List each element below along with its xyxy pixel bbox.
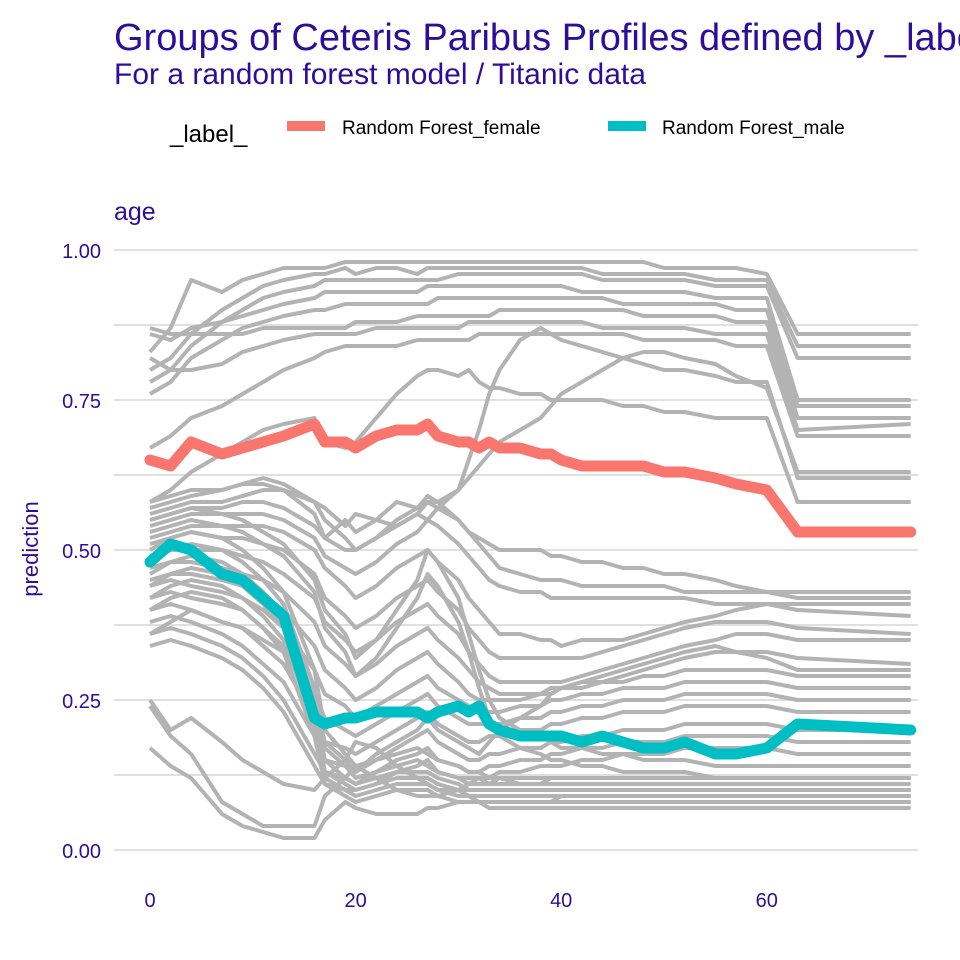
y-tick-label: 0.75 — [62, 391, 101, 413]
background-profile-line — [149, 350, 911, 528]
background-profile-line — [148, 320, 911, 432]
series-line-female — [144, 418, 917, 538]
background-profile-line — [149, 308, 911, 420]
background-profile-line — [148, 296, 911, 408]
y-axis: 0.00 0.25 0.50 0.75 1.00 — [62, 241, 101, 863]
x-tick-label: 40 — [550, 890, 572, 912]
background-profile-line — [149, 518, 911, 780]
x-axis: 0 20 40 60 — [144, 890, 777, 912]
y-tick-label: 1.00 — [62, 241, 101, 263]
legend-title: _label_ — [169, 121, 248, 148]
series-lines — [144, 418, 917, 760]
background-profile-line — [148, 368, 911, 504]
background-profile-line — [149, 512, 911, 606]
background-profile-line — [149, 614, 911, 774]
background-profile-line — [149, 530, 911, 660]
chart-subtitle: For a random forest model / Titanic data — [114, 58, 646, 91]
legend-label-male: Random Forest_male — [662, 118, 845, 139]
x-tick-label: 0 — [144, 890, 155, 912]
y-tick-label: 0.25 — [62, 691, 101, 713]
background-profile-line — [148, 608, 911, 774]
background-profile-line — [148, 578, 911, 804]
background-profile-line — [149, 524, 911, 648]
background-profile-line — [148, 260, 911, 354]
background-profile-line — [149, 602, 911, 756]
legend: _label_ Random Forest_female Random Fore… — [169, 118, 845, 148]
y-axis-label: prediction — [18, 501, 43, 596]
background-profile-line — [149, 638, 911, 792]
background-profile-line — [148, 266, 911, 372]
background-profile-line — [148, 704, 911, 828]
background-profile-line — [149, 590, 911, 738]
background-profile-line — [149, 500, 911, 600]
chart-title: Groups of Ceteris Paribus Profiles defin… — [114, 17, 960, 59]
x-tick-label: 20 — [344, 890, 366, 912]
x-tick-label: 60 — [756, 890, 778, 912]
background-profile-line — [149, 482, 911, 594]
y-tick-label: 0.50 — [62, 541, 101, 563]
background-profile-line — [148, 542, 911, 786]
facet-label: age — [114, 198, 156, 226]
background-profile-line — [148, 746, 911, 840]
background-profile-line — [148, 272, 911, 384]
y-tick-label: 0.00 — [62, 841, 101, 863]
background-profile-line — [148, 332, 911, 450]
background-profile-line — [149, 506, 911, 768]
background-profile-line — [149, 284, 911, 402]
series-line-male — [144, 538, 917, 760]
background-profile-line — [148, 698, 911, 792]
legend-label-female: Random Forest_female — [342, 118, 541, 139]
